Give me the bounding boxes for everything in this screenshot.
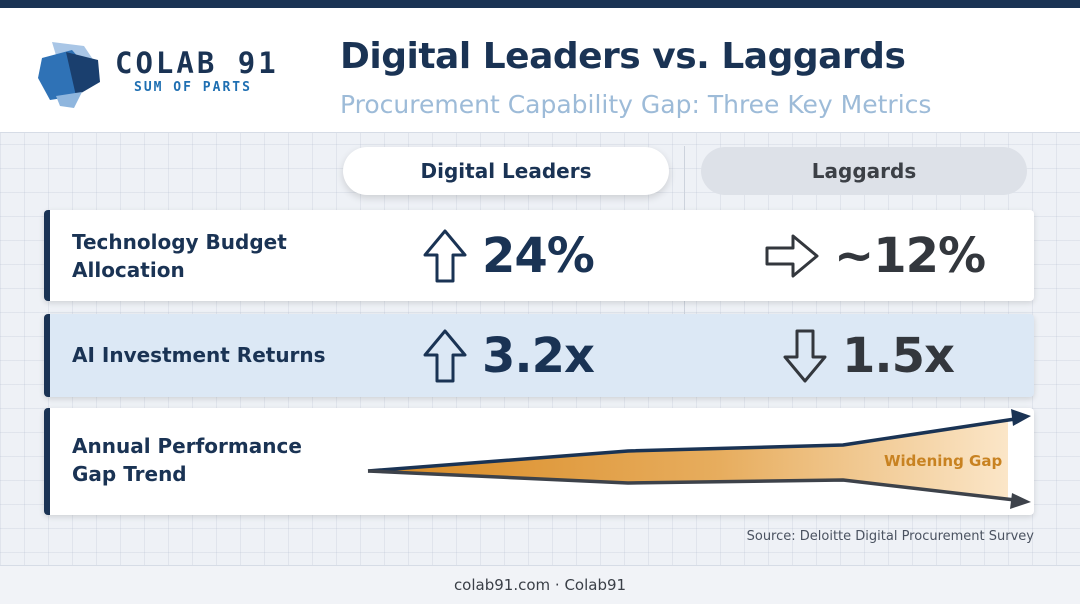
laggards-arrowhead-icon bbox=[1010, 493, 1031, 509]
leaders-trend-line bbox=[367, 417, 1016, 473]
arrow-up-icon bbox=[423, 229, 467, 283]
arrow-down-icon bbox=[783, 329, 827, 383]
leaders-metric: 24% bbox=[422, 226, 595, 286]
footer: colab91.com · Colab91 bbox=[0, 565, 1080, 604]
source-note: Source: Deloitte Digital Procurement Sur… bbox=[746, 529, 1034, 544]
laggards-value: ~12% bbox=[834, 228, 986, 284]
metric-row-ai-returns: AI Investment Returns 3.2x 1.5x bbox=[44, 314, 1034, 397]
laggards-value: 1.5x bbox=[842, 328, 955, 384]
laggards-trend-line bbox=[367, 469, 1016, 502]
leaders-arrowhead-icon bbox=[1011, 409, 1031, 426]
laggards-metric: 1.5x bbox=[782, 326, 955, 386]
footer-text[interactable]: colab91.com · Colab91 bbox=[453, 576, 627, 594]
row-label: Annual Performance Gap Trend bbox=[72, 434, 302, 486]
logo-wordmark: COLAB 91 bbox=[115, 46, 279, 80]
metric-row-performance-gap: Annual Performance Gap Trend bbox=[44, 408, 1034, 515]
leaders-value: 3.2x bbox=[482, 328, 595, 384]
row-label: AI Investment Returns bbox=[72, 343, 326, 367]
header: COLAB 91 SUM OF PARTS Digital Leaders vs… bbox=[0, 8, 1080, 133]
leaders-value: 24% bbox=[482, 228, 595, 284]
page-subtitle: Procurement Capability Gap: Three Key Me… bbox=[340, 90, 932, 119]
widening-gap-trend-graphic bbox=[367, 409, 1031, 509]
logo-tagline: SUM OF PARTS bbox=[134, 80, 252, 95]
column-header-laggards: Laggards bbox=[701, 147, 1027, 195]
page-title: Digital Leaders vs. Laggards bbox=[340, 36, 906, 77]
column-header-leaders: Digital Leaders bbox=[343, 147, 669, 195]
widening-gap-label: Widening Gap bbox=[884, 452, 1003, 470]
top-accent-bar bbox=[0, 0, 1080, 8]
arrow-up-icon bbox=[423, 329, 467, 383]
row-label: Technology Budget Allocation bbox=[72, 230, 287, 282]
metric-row-technology-budget: Technology Budget Allocation 24% ~12% bbox=[44, 210, 1034, 301]
colab91-logo-icon bbox=[38, 42, 100, 108]
laggards-metric: ~12% bbox=[764, 226, 986, 286]
leaders-metric: 3.2x bbox=[422, 326, 595, 386]
arrow-right-icon bbox=[765, 234, 819, 278]
